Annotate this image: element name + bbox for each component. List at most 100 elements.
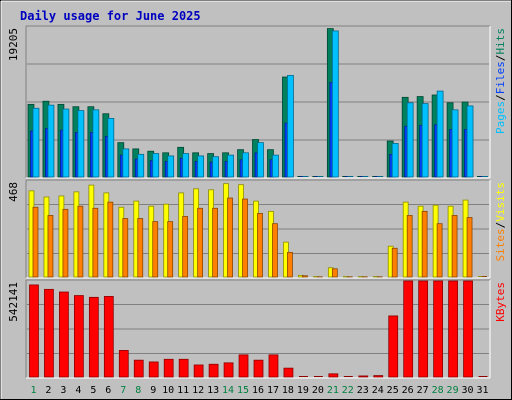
x-tick-label-day-14: 14 [222, 385, 234, 396]
bar-sites-day-4 [77, 205, 84, 278]
x-tick-label-day-24: 24 [372, 385, 384, 396]
bar-sites-day-10 [167, 221, 174, 278]
bar-pages-day-11 [182, 153, 190, 178]
bar-kbytes-day-12 [193, 364, 204, 378]
bar-pages-day-18 [287, 75, 294, 178]
x-tick-label-day-15: 15 [237, 385, 249, 396]
panel-legend: KBytes [494, 282, 507, 322]
bar-sites-day-12 [197, 207, 204, 278]
bar-pages-day-12 [197, 155, 205, 178]
bar-kbytes-day-27 [418, 280, 429, 378]
bar-kbytes-day-26 [403, 280, 414, 378]
x-tick-label-day-25: 25 [387, 385, 399, 396]
x-tick-label-day-20: 20 [312, 385, 324, 396]
bar-kbytes-day-25 [388, 315, 399, 378]
bar-kbytes-day-15 [238, 354, 249, 378]
x-axis-labels: 1 2 3 4 5 6 7 8 9 10 11 12 13 14 15 16 17 18 19 20 21 22 23 24 2… [30, 385, 488, 396]
bar-pages-day-9 [152, 153, 160, 178]
x-tick-label-day-13: 13 [207, 385, 219, 396]
bar-sites-day-15 [242, 198, 248, 278]
bar-pages-day-14 [227, 154, 234, 178]
x-tick-label-day-2: 2 [45, 385, 51, 396]
bar-sites-day-19 [302, 275, 308, 278]
legend-entry: / [494, 55, 507, 62]
bar-pages-day-8 [137, 153, 145, 178]
legend-entry: Hits [494, 28, 507, 55]
legend-entry: Files [494, 61, 507, 94]
bar-kbytes-day-11 [178, 358, 189, 378]
bar-kbytes-day-5 [88, 296, 99, 378]
bar-pages-day-13 [212, 156, 219, 178]
legend-entry: KBytes [494, 282, 507, 322]
bar-sites-day-21 [331, 268, 338, 278]
legend-entry: / [494, 94, 507, 101]
x-tick-label-day-30: 30 [462, 385, 474, 396]
bar-sites-day-18 [287, 251, 293, 278]
bar-kbytes-day-8 [133, 359, 144, 378]
bar-sites-day-6 [107, 201, 114, 278]
x-tick-label-day-6: 6 [105, 385, 111, 396]
panel-max-label: 542141 [7, 282, 20, 322]
bar-kbytes-day-24 [373, 375, 384, 378]
legend-entry: Visits [494, 182, 507, 222]
x-tick-label-day-19: 19 [297, 385, 309, 396]
bar-kbytes-day-3 [59, 291, 69, 378]
x-tick-label-day-27: 27 [417, 385, 429, 396]
bar-pages-day-30 [466, 105, 474, 178]
x-tick-label-day-7: 7 [120, 385, 126, 396]
bar-sites-day-17 [272, 223, 278, 278]
bar-sites-day-7 [122, 218, 129, 278]
bar-kbytes-day-30 [463, 280, 473, 378]
chart-title: Daily usage for June 2025 [20, 9, 201, 23]
bar-sites-day-2 [47, 215, 54, 278]
bar-kbytes-day-21 [328, 373, 339, 378]
bar-pages-day-17 [272, 154, 279, 178]
bar-pages-day-4 [77, 110, 85, 178]
x-tick-label-day-23: 23 [357, 385, 369, 396]
bar-pages-day-16 [257, 142, 264, 178]
panel-visits-sites: 468 Sites/Visits [7, 179, 507, 279]
bar-kbytes-day-9 [148, 361, 159, 378]
bar-sites-day-27 [421, 210, 428, 278]
bar-pages-day-15 [242, 152, 249, 178]
bar-pages-day-27 [421, 103, 429, 178]
x-tick-label-day-28: 28 [432, 385, 444, 396]
x-tick-label-day-26: 26 [402, 385, 414, 396]
x-tick-label-day-8: 8 [135, 385, 141, 396]
bar-sites-day-8 [137, 218, 144, 278]
bar-pages-day-26 [406, 102, 414, 178]
bar-pages-day-2 [47, 104, 55, 178]
bar-sites-day-5 [92, 207, 99, 278]
bar-pages-day-7 [122, 148, 130, 178]
bar-kbytes-day-13 [208, 363, 219, 378]
bar-kbytes-day-29 [448, 280, 458, 378]
x-tick-label-day-22: 22 [342, 385, 354, 396]
bar-kbytes-day-16 [253, 359, 264, 378]
bar-kbytes-day-14 [223, 362, 234, 378]
bar-kbytes-day-23 [358, 375, 369, 378]
bar-sites-day-11 [182, 216, 189, 278]
x-tick-label-day-17: 17 [267, 385, 279, 396]
bar-pages-day-28 [436, 90, 444, 178]
chart-panels: 19205Pages/Files/Hits468Sites/Visits5421… [7, 25, 507, 379]
bar-sites-day-25 [391, 247, 398, 278]
x-tick-label-day-21: 21 [327, 385, 339, 396]
panel-legend: Pages/Files/Hits [494, 28, 507, 134]
legend-entry: / [494, 222, 507, 229]
bar-pages-day-6 [107, 118, 115, 178]
bar-pages-day-25 [391, 143, 399, 178]
bar-kbytes-day-18 [283, 367, 294, 378]
panel-kbytes: 542141 KBytes [7, 279, 507, 379]
x-tick-label-day-16: 16 [252, 385, 264, 396]
bar-kbytes-day-10 [163, 358, 174, 378]
bar-kbytes-day-28 [433, 280, 443, 378]
panel-legend: Sites/Visits [494, 182, 507, 262]
bar-sites-day-28 [436, 223, 443, 278]
bar-sites-day-29 [451, 215, 458, 278]
bar-kbytes-day-17 [268, 354, 279, 378]
x-tick-label-day-9: 9 [150, 385, 156, 396]
x-tick-label-day-3: 3 [60, 385, 66, 396]
bar-sites-day-3 [62, 208, 69, 278]
bar-pages-day-29 [451, 109, 459, 178]
